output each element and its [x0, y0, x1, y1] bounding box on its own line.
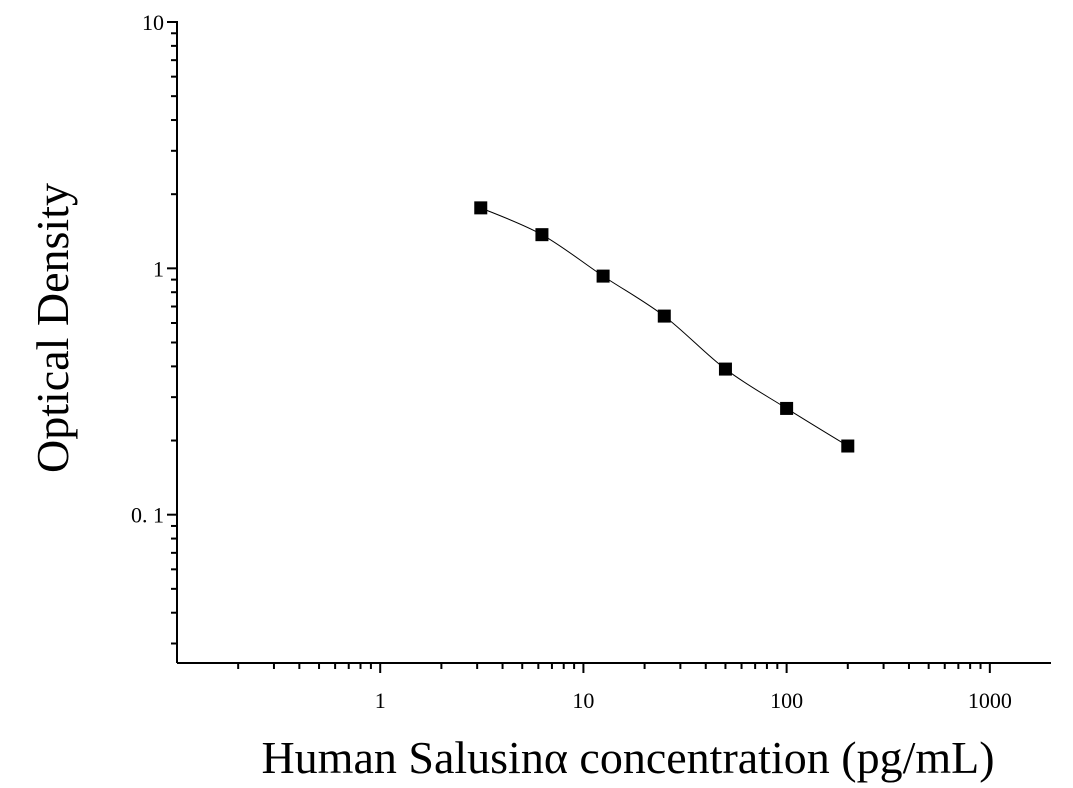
y-tick-label: 1: [153, 256, 164, 281]
x-axis-ticks: 1 10 100 1000: [237, 663, 1012, 713]
y-tick-label: 10: [142, 10, 164, 35]
data-point: [718, 362, 732, 376]
data-point: [596, 269, 610, 283]
data-point: [657, 309, 671, 323]
data-point: [535, 228, 549, 242]
y-axis-title: Optical Density: [27, 183, 78, 473]
data-point: [474, 201, 488, 215]
data-point: [780, 401, 794, 415]
x-tick-label: 1000: [968, 688, 1012, 713]
x-tick-label: 10: [572, 688, 594, 713]
x-tick-label: 100: [770, 688, 803, 713]
x-axis-title: Human Salusinα concentration (pg/mL): [261, 732, 994, 783]
data-point: [841, 439, 855, 453]
x-tick-label: 1: [375, 688, 386, 713]
data-points: [474, 201, 855, 453]
y-tick-label: 0. 1: [131, 503, 164, 528]
y-axis-ticks: 0. 1 1 10: [131, 10, 177, 645]
